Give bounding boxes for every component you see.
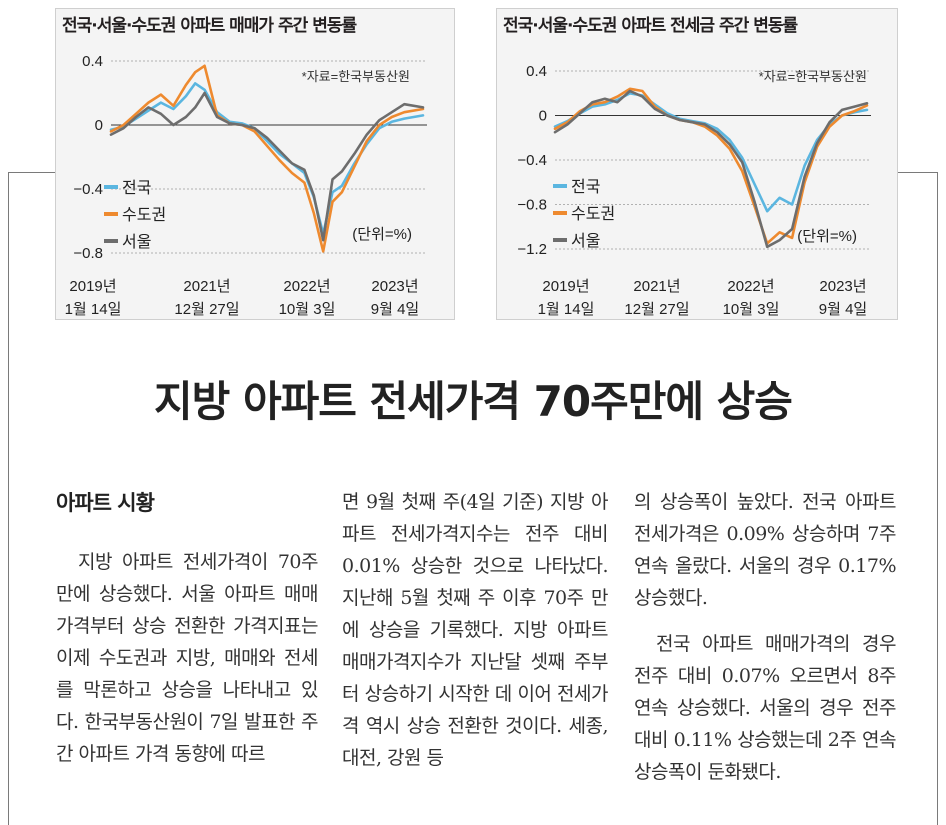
series-line	[553, 89, 869, 249]
x-tick-label: 2023년	[819, 278, 866, 295]
y-tick-label: −1.2	[517, 241, 547, 258]
chart-jeonse: 0.4 0 −0.4 −0.8 −1.2 2019년 1월 14일 2021년 12월 27일 2…	[517, 63, 871, 318]
x-tick-label: 9월 4일	[819, 301, 867, 318]
series-line	[553, 92, 869, 213]
y-tick-label: 0.4	[526, 63, 547, 80]
frame-line-left	[8, 172, 9, 825]
article-column-1: 아파트 시황 지방 아파트 전세가격이 70주 만에 상승했다. 서울 아파트 …	[56, 486, 319, 770]
article-paragraph: 전국 아파트 매매가격의 경우 전주 대비 0.07% 오르면서 8주 연속 상…	[634, 633, 897, 783]
frame-line-right	[937, 172, 938, 825]
article-column-2: 면 9월 첫째 주(4일 기준) 지방 아파트 전세가격지수는 전주 대비 0.…	[342, 486, 609, 774]
article-paragraph: 지방 아파트 전세가격이 70주 만에 상승했다. 서울 아파트 매매가격부터 …	[56, 551, 319, 765]
y-tick-label: −0.4	[517, 152, 547, 169]
x-tick-label: 12월 27일	[174, 301, 239, 318]
x-tick-label: 2022년	[283, 278, 330, 295]
x-tick-label: 12월 27일	[624, 301, 689, 318]
article-paragraph: 의 상승폭이 높았다. 전국 아파트 전세가격은 0.09% 상승하며 7주 연…	[634, 491, 897, 609]
x-tick-label: 2023년	[371, 278, 418, 295]
series-line	[109, 64, 425, 253]
y-tick-label: 0	[95, 117, 103, 134]
y-tick-label: −0.8	[517, 197, 547, 214]
legend-label: 수도권	[122, 206, 166, 224]
x-tick-label: 2019년	[542, 278, 589, 295]
article-column-3: 의 상승폭이 높았다. 전국 아파트 전세가격은 0.09% 상승하며 7주 연…	[634, 486, 897, 788]
chart-title: 전국·서울·수도권 아파트 매매가 주간 변동률	[62, 16, 357, 36]
x-tick-label: 9월 4일	[371, 301, 419, 318]
chart-title: 전국·서울·수도권 아파트 전세금 주간 변동률	[503, 16, 798, 36]
chart-box-jeonse: 전국·서울·수도권 아파트 전세금 주간 변동률 0.4 0 −0.4 −0.8 −1.…	[496, 8, 898, 320]
legend-label: 서울	[571, 232, 600, 250]
x-tick-label: 1월 14일	[65, 301, 122, 318]
chart-sale: 0.4 0 −0.4 −0.8 2019년 1월 14일 2021년 12월 27일 2022년…	[65, 53, 427, 318]
x-tick-label: 10월 3일	[279, 301, 336, 318]
frame-line-left-top	[8, 172, 56, 173]
chart-box-sale: 전국·서울·수도권 아파트 매매가 주간 변동률 0.4 0 −0.4 −0.8 201…	[55, 8, 455, 320]
unit-note: (단위=%)	[352, 226, 412, 243]
legend-label: 전국	[571, 178, 600, 196]
x-tick-label: 1월 14일	[538, 301, 595, 318]
series-line	[553, 87, 869, 245]
headline: 지방 아파트 전세가격 70주만에 상승	[154, 377, 793, 426]
y-tick-label: 0.4	[82, 53, 103, 70]
frame-line-right-top	[898, 172, 938, 173]
x-tick-label: 10월 3일	[723, 301, 780, 318]
x-tick-label: 2022년	[727, 278, 774, 295]
section-heading: 아파트 시황	[56, 491, 155, 515]
legend-label: 서울	[122, 233, 151, 251]
series-line	[109, 91, 425, 242]
legend-label: 전국	[122, 179, 151, 197]
x-tick-label: 2019년	[69, 278, 116, 295]
article-paragraph: 면 9월 첫째 주(4일 기준) 지방 아파트 전세가격지수는 전주 대비 0.…	[342, 491, 609, 769]
y-tick-label: 0	[539, 108, 547, 125]
unit-note: (단위=%)	[797, 228, 857, 245]
x-tick-label: 2021년	[183, 278, 230, 295]
y-tick-label: −0.4	[73, 181, 103, 198]
source-note: *자료=한국부동산원	[759, 69, 867, 84]
source-note: *자료=한국부동산원	[302, 69, 410, 84]
y-tick-label: −0.8	[73, 245, 103, 262]
x-tick-label: 2021년	[633, 278, 680, 295]
legend-label: 수도권	[571, 205, 615, 223]
